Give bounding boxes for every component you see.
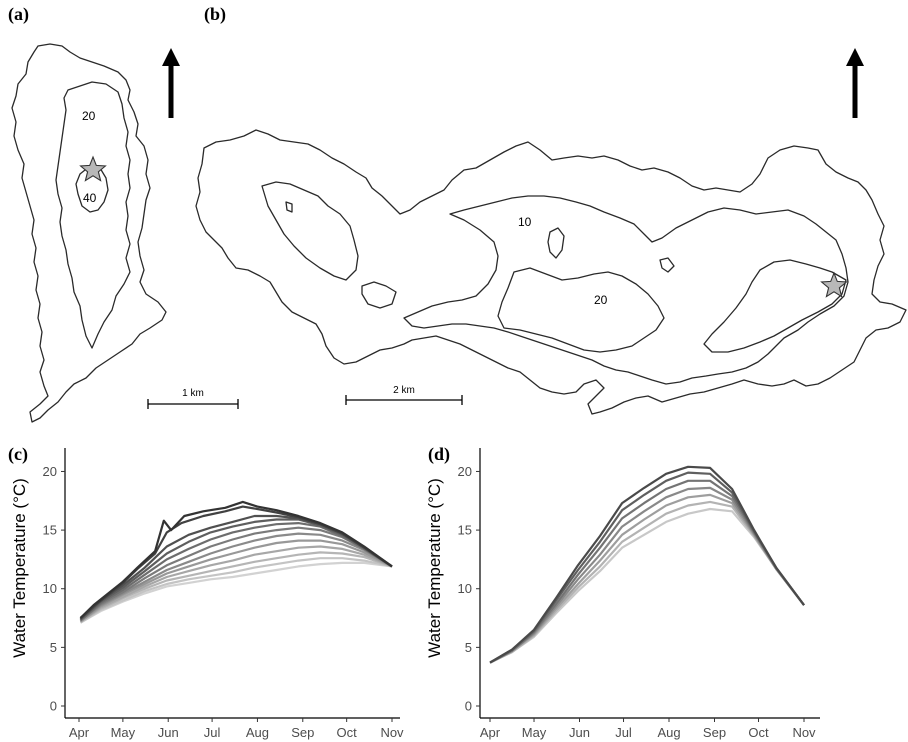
- chart-d: Water Temperature (°C) 0 5 10 15 20 Apr May Jun…: [425, 448, 820, 740]
- panel-label-d: (d): [428, 444, 450, 465]
- y-tick-label: 20: [43, 464, 57, 479]
- x-tick-label: Jun: [569, 725, 590, 740]
- map-a-star-icon: [79, 155, 107, 182]
- chart-d-series-line: [489, 493, 805, 664]
- chart-c-series-line: [79, 545, 393, 623]
- x-tick-label: Sep: [703, 725, 726, 740]
- y-tick-label: 15: [43, 523, 57, 538]
- chart-c-series-line: [79, 532, 393, 622]
- map-b-contour-10: [403, 195, 849, 385]
- chart-c-series-line: [79, 561, 393, 624]
- map-b-contour-small-2: [659, 257, 675, 273]
- x-tick-label: May: [522, 725, 547, 740]
- y-tick-label: 10: [458, 581, 472, 596]
- map-a: [11, 43, 167, 423]
- map-b: [195, 129, 907, 415]
- map-b-contour-label-20: 20: [594, 293, 608, 307]
- map-a-contour-20: [55, 81, 131, 349]
- chart-d-series-line: [489, 500, 805, 664]
- x-tick-label: May: [111, 725, 136, 740]
- map-b-contour-20-east: [703, 259, 847, 353]
- chart-d-series-line: [489, 479, 805, 664]
- chart-c-series-line: [79, 551, 393, 623]
- y-tick-label: 5: [50, 640, 57, 655]
- y-tick-label: 5: [465, 640, 472, 655]
- x-tick-label: Apr: [69, 725, 90, 740]
- chart-d-series-line: [489, 465, 805, 664]
- x-tick-label: Oct: [748, 725, 769, 740]
- chart-c-series-line: [79, 526, 393, 622]
- map-b-scale-bar: [345, 395, 463, 405]
- x-tick-label: Sep: [291, 725, 314, 740]
- y-tick-label: 15: [458, 523, 472, 538]
- x-tick-label: Nov: [380, 725, 404, 740]
- map-b-contour-inner-west: [285, 201, 293, 213]
- map-b-scale-label: 2 km: [393, 385, 415, 396]
- y-tick-label: 20: [458, 464, 472, 479]
- map-b-contour-20-central: [497, 267, 665, 353]
- y-tick-label: 0: [50, 699, 57, 714]
- x-tick-label: Apr: [480, 725, 501, 740]
- chart-d-ylabel: Water Temperature (°C): [425, 478, 444, 658]
- chart-c-series-line: [79, 539, 393, 623]
- map-a-contour-label-40: 40: [83, 191, 97, 205]
- x-tick-label: Aug: [246, 725, 269, 740]
- map-b-shoreline: [195, 129, 907, 415]
- x-tick-label: Jul: [204, 725, 221, 740]
- map-b-north-arrow-icon: [846, 48, 864, 118]
- chart-d-series-line: [489, 507, 805, 664]
- x-tick-label: Jul: [615, 725, 632, 740]
- y-tick-label: 0: [465, 699, 472, 714]
- chart-c-ylabel: Water Temperature (°C): [10, 478, 29, 658]
- map-b-contour-islet: [361, 281, 397, 309]
- map-b-contour-label-10: 10: [518, 215, 532, 229]
- map-a-scale-bar: [147, 399, 239, 409]
- map-a-shoreline: [11, 43, 167, 423]
- map-a-scale-label: 1 km: [182, 388, 204, 399]
- x-tick-label: Oct: [337, 725, 358, 740]
- map-b-star-icon: [820, 271, 848, 298]
- panel-label-c: (c): [8, 444, 28, 465]
- x-tick-label: Aug: [657, 725, 680, 740]
- map-a-north-arrow-icon: [162, 48, 180, 118]
- map-a-contour-label-20: 20: [82, 109, 96, 123]
- chart-c-series-line: [79, 557, 393, 624]
- panel-label-b: (b): [204, 4, 226, 25]
- x-tick-label: Jun: [158, 725, 179, 740]
- y-tick-label: 10: [43, 581, 57, 596]
- panel-label-a: (a): [8, 4, 29, 25]
- map-b-contour-outer-west: [261, 181, 359, 281]
- chart-c-series-line: [79, 518, 393, 621]
- chart-c: Water Temperature (°C) 0 5 10 15 20 Apr May Jun…: [10, 448, 404, 740]
- chart-c-series-line: [79, 500, 393, 619]
- map-b-contour-small-1: [547, 227, 565, 259]
- chart-d-series-line: [489, 486, 805, 664]
- x-tick-label: Nov: [792, 725, 816, 740]
- chart-c-series-line: [79, 521, 393, 622]
